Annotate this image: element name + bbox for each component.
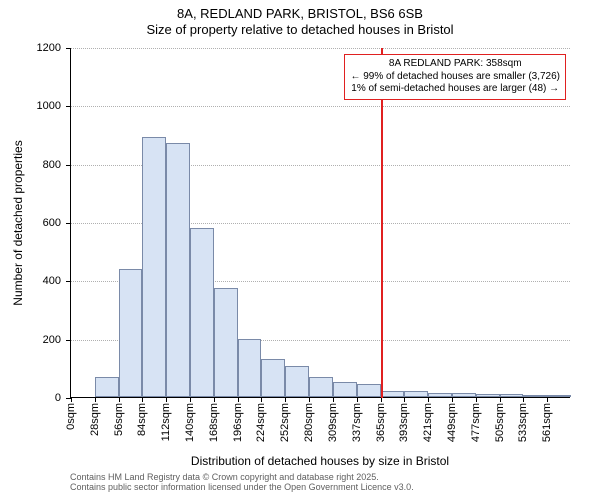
x-tick-mark xyxy=(238,397,239,402)
x-tick-label: 533sqm xyxy=(517,403,529,442)
y-axis-label: Number of detached properties xyxy=(8,48,28,398)
y-tick-label: 600 xyxy=(43,217,61,229)
y-tick-mark xyxy=(66,281,71,282)
x-tick-mark xyxy=(309,397,310,402)
y-tick-mark xyxy=(66,340,71,341)
histogram-bar xyxy=(333,382,357,397)
x-tick-label: 168sqm xyxy=(208,403,220,442)
y-tick-mark xyxy=(66,165,71,166)
x-tick-label: 280sqm xyxy=(303,403,315,442)
histogram-bar xyxy=(452,393,476,397)
callout-line xyxy=(381,48,383,398)
x-tick-label: 393sqm xyxy=(398,403,410,442)
y-tick-label: 1000 xyxy=(37,100,61,112)
x-tick-mark xyxy=(190,397,191,402)
x-tick-label: 0sqm xyxy=(65,403,77,430)
histogram-bar xyxy=(404,391,428,397)
histogram-bar xyxy=(357,384,381,397)
x-tick-mark xyxy=(547,397,548,402)
chart-title-main: 8A, REDLAND PARK, BRISTOL, BS6 6SB xyxy=(0,6,600,22)
histogram-bar xyxy=(261,359,285,397)
x-axis-label: Distribution of detached houses by size … xyxy=(70,454,570,468)
x-tick-mark xyxy=(95,397,96,402)
x-tick-mark xyxy=(523,397,524,402)
x-tick-mark xyxy=(119,397,120,402)
chart-title-block: 8A, REDLAND PARK, BRISTOL, BS6 6SB Size … xyxy=(0,0,600,39)
x-tick-label: 421sqm xyxy=(422,403,434,442)
x-tick-label: 28sqm xyxy=(89,403,101,436)
x-tick-label: 449sqm xyxy=(446,403,458,442)
y-tick-mark xyxy=(66,48,71,49)
histogram-bar xyxy=(381,391,405,397)
histogram-bar xyxy=(142,137,166,397)
histogram-bar xyxy=(500,394,524,397)
y-tick-label: 0 xyxy=(55,392,61,404)
histogram-bar xyxy=(119,269,143,397)
callout-line-2: ← 99% of detached houses are smaller (3,… xyxy=(350,71,560,84)
x-tick-label: 112sqm xyxy=(160,403,172,441)
histogram-bar xyxy=(476,394,500,397)
x-tick-label: 196sqm xyxy=(232,403,244,442)
x-tick-label: 477sqm xyxy=(470,403,482,442)
y-tick-label: 200 xyxy=(43,334,61,346)
x-tick-mark xyxy=(476,397,477,402)
x-tick-label: 252sqm xyxy=(279,403,291,442)
y-tick-mark xyxy=(66,223,71,224)
histogram-bar xyxy=(95,377,119,397)
x-tick-mark xyxy=(428,397,429,402)
histogram-bar xyxy=(190,228,214,397)
histogram-bar xyxy=(428,393,452,397)
x-tick-mark xyxy=(261,397,262,402)
y-tick-label: 800 xyxy=(43,159,61,171)
y-tick-label: 1200 xyxy=(37,42,61,54)
histogram-bar xyxy=(309,377,333,397)
x-tick-mark xyxy=(214,397,215,402)
credit-line-2: Contains public sector information licen… xyxy=(70,482,590,492)
x-tick-label: 309sqm xyxy=(327,403,339,442)
x-tick-label: 56sqm xyxy=(113,403,125,436)
y-tick-label: 400 xyxy=(43,275,61,287)
x-tick-mark xyxy=(404,397,405,402)
plot-area: 0200400600800100012000sqm28sqm56sqm84sqm… xyxy=(70,48,570,398)
histogram-bar xyxy=(238,339,262,397)
callout-box: 8A REDLAND PARK: 358sqm← 99% of detached… xyxy=(344,54,566,100)
x-tick-label: 224sqm xyxy=(255,403,267,442)
credit-text: Contains HM Land Registry data © Crown c… xyxy=(70,472,590,493)
x-tick-mark xyxy=(500,397,501,402)
x-tick-mark xyxy=(142,397,143,402)
callout-line-3: 1% of semi-detached houses are larger (4… xyxy=(350,83,560,96)
callout-line-1: 8A REDLAND PARK: 358sqm xyxy=(350,58,560,71)
histogram-bar xyxy=(523,395,547,397)
histogram-bar xyxy=(214,288,238,397)
x-tick-label: 140sqm xyxy=(184,403,196,442)
chart-title-sub: Size of property relative to detached ho… xyxy=(0,22,600,38)
credit-line-1: Contains HM Land Registry data © Crown c… xyxy=(70,472,590,482)
grid-line xyxy=(71,106,570,107)
x-tick-label: 84sqm xyxy=(136,403,148,436)
x-tick-mark xyxy=(357,397,358,402)
grid-line xyxy=(71,48,570,49)
histogram-bar xyxy=(547,395,571,397)
histogram-bar xyxy=(285,366,309,397)
x-tick-mark xyxy=(71,397,72,402)
x-tick-mark xyxy=(285,397,286,402)
x-tick-label: 365sqm xyxy=(375,403,387,442)
x-tick-mark xyxy=(333,397,334,402)
y-tick-mark xyxy=(66,106,71,107)
x-tick-label: 337sqm xyxy=(351,403,363,442)
histogram-bar xyxy=(166,143,190,397)
x-tick-mark xyxy=(166,397,167,402)
x-tick-label: 505sqm xyxy=(494,403,506,442)
x-tick-label: 561sqm xyxy=(541,403,553,442)
x-tick-mark xyxy=(452,397,453,402)
